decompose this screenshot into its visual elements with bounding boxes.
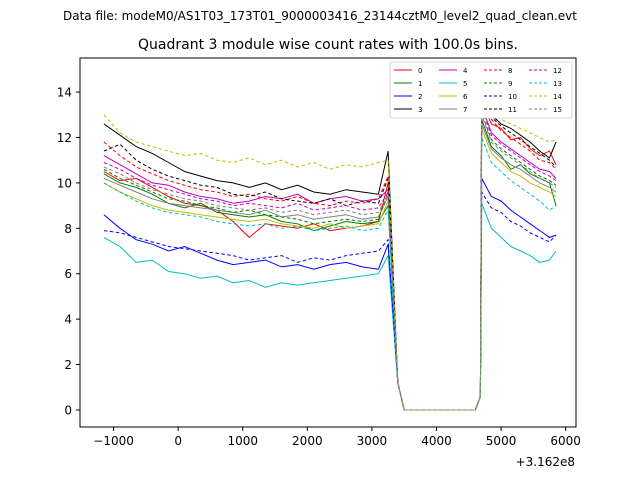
series-line-9 bbox=[103, 112, 557, 411]
series-line-10 bbox=[103, 190, 557, 411]
x-axis-ticks: −1000 0 1000 2000 3000 4000 5000 6000 bbox=[93, 427, 581, 448]
legend-label-13: 13 bbox=[553, 80, 562, 88]
y-tick-label: 14 bbox=[57, 86, 72, 100]
series-line-13 bbox=[103, 137, 557, 411]
x-tick-label: 0 bbox=[174, 434, 182, 448]
x-tick-label: 3000 bbox=[357, 434, 388, 448]
y-tick-label: 4 bbox=[64, 313, 72, 327]
y-tick-label: 6 bbox=[64, 267, 72, 281]
x-tick-label: 5000 bbox=[486, 434, 517, 448]
series-line-7 bbox=[103, 123, 557, 411]
legend-label-10: 10 bbox=[508, 93, 517, 101]
y-tick-label: 0 bbox=[64, 403, 72, 417]
legend-label-6: 6 bbox=[463, 93, 468, 101]
x-offset-label: +3.162e8 bbox=[516, 455, 575, 469]
x-tick-label: 1000 bbox=[227, 434, 258, 448]
legend-label-2: 2 bbox=[418, 93, 422, 101]
series-line-3 bbox=[103, 82, 557, 411]
legend-label-12: 12 bbox=[553, 67, 562, 75]
series-line-4 bbox=[103, 105, 557, 411]
x-tick-label: 4000 bbox=[421, 434, 452, 448]
plot-frame bbox=[79, 57, 577, 428]
series-line-8 bbox=[103, 94, 557, 411]
legend-label-5: 5 bbox=[463, 80, 467, 88]
legend-label-14: 14 bbox=[553, 93, 562, 101]
series-line-15 bbox=[103, 114, 557, 411]
series-line-1 bbox=[103, 119, 557, 411]
legend-label-15: 15 bbox=[553, 106, 562, 114]
legend-label-1: 1 bbox=[418, 80, 422, 88]
legend-label-8: 8 bbox=[508, 67, 512, 75]
legend-frame bbox=[389, 61, 573, 119]
series-line-14 bbox=[103, 78, 557, 411]
y-tick-label: 10 bbox=[57, 176, 72, 190]
x-tick-label: 2000 bbox=[292, 434, 323, 448]
legend-label-3: 3 bbox=[418, 106, 422, 114]
x-tick-label: −1000 bbox=[93, 434, 134, 448]
legend-label-0: 0 bbox=[418, 67, 422, 75]
series-line-12 bbox=[103, 107, 557, 411]
series-line-6 bbox=[103, 128, 557, 411]
series-line-2 bbox=[103, 178, 557, 411]
legend-label-11: 11 bbox=[508, 106, 517, 114]
x-tick-label: 6000 bbox=[550, 434, 581, 448]
y-tick-label: 12 bbox=[57, 131, 72, 145]
legend-label-9: 9 bbox=[508, 80, 512, 88]
y-axis-ticks: 0 2 4 6 8 10 12 14 bbox=[57, 86, 80, 417]
legend-label-4: 4 bbox=[463, 67, 468, 75]
data-file-label: Data file: modeM0/AS1T03_173T01_90000034… bbox=[63, 9, 577, 23]
y-tick-label: 8 bbox=[64, 222, 72, 236]
legend-label-7: 7 bbox=[463, 106, 467, 114]
series-line-0 bbox=[103, 100, 557, 411]
y-tick-label: 2 bbox=[64, 358, 72, 372]
series-line-5 bbox=[103, 203, 557, 411]
series-line-11 bbox=[103, 89, 557, 411]
chart-title: Quadrant 3 module wise count rates with … bbox=[138, 37, 518, 53]
plot-lines bbox=[103, 78, 557, 411]
